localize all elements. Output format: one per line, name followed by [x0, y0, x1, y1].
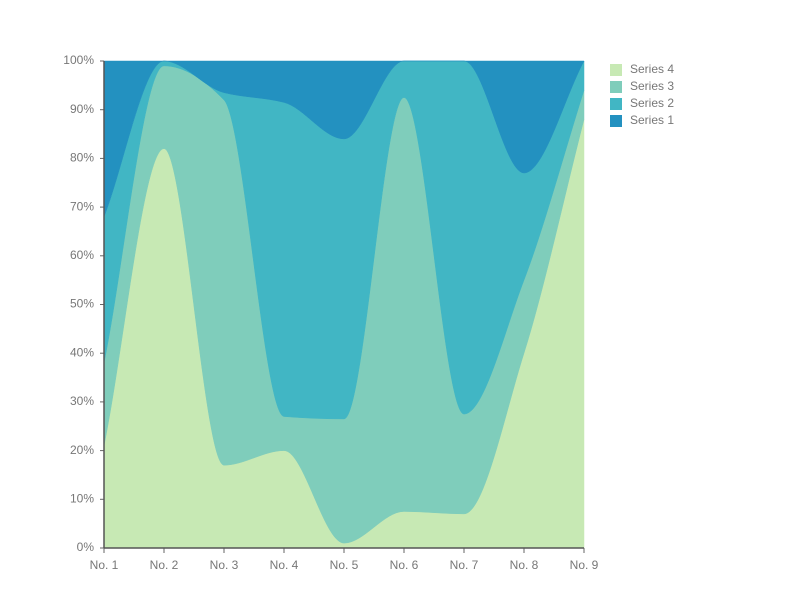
plot-area: [103, 60, 585, 549]
y-tick-label: 50%: [70, 297, 94, 311]
y-tick-label: 90%: [70, 102, 94, 116]
legend-label: Series 4: [630, 62, 674, 76]
legend-label: Series 2: [630, 96, 674, 110]
x-tick-label: No. 7: [450, 558, 479, 572]
x-tick-label: No. 6: [390, 558, 419, 572]
legend-swatch: [610, 115, 622, 127]
y-tick-label: 100%: [63, 53, 94, 67]
y-tick-label: 60%: [70, 248, 94, 262]
y-tick-label: 0%: [77, 540, 95, 554]
legend-swatch: [610, 81, 622, 93]
legend-label: Series 1: [630, 113, 674, 127]
y-tick-label: 30%: [70, 394, 94, 408]
legend-label: Series 3: [630, 79, 674, 93]
y-tick-label: 80%: [70, 151, 94, 165]
x-tick-label: No. 1: [90, 558, 119, 572]
x-tick-label: No. 9: [570, 558, 599, 572]
x-tick-label: No. 8: [510, 558, 539, 572]
x-tick-label: No. 4: [270, 558, 299, 572]
x-tick-label: No. 3: [210, 558, 239, 572]
x-tick-label: No. 2: [150, 558, 179, 572]
legend-swatch: [610, 98, 622, 110]
area: [103, 60, 585, 217]
y-tick-label: 70%: [70, 199, 94, 213]
axes: 0% 10% 20% 30% 40% 50% 60% 70% 80% 90% 100% No. 1 No…: [63, 53, 598, 572]
y-tick-label: 40%: [70, 345, 94, 359]
x-tick-label: No. 5: [330, 558, 359, 572]
legend-swatch: [610, 64, 622, 76]
y-tick-label: 10%: [70, 491, 94, 505]
y-tick-label: 20%: [70, 443, 94, 457]
